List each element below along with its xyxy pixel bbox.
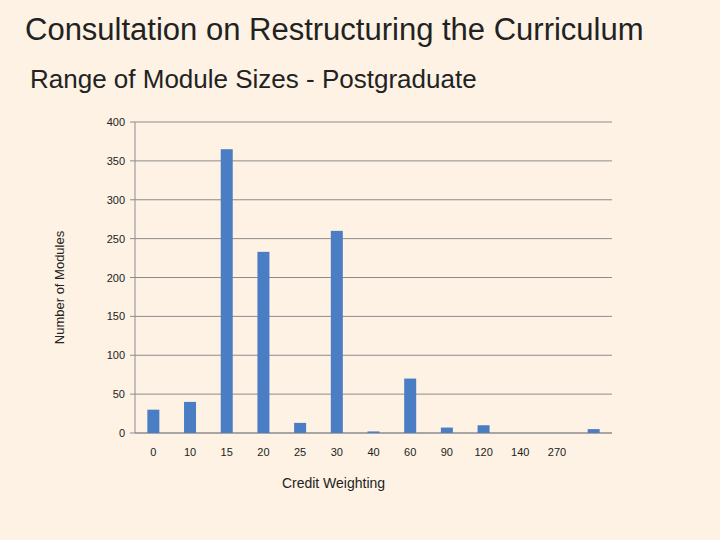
grid-line (135, 122, 612, 123)
y-tick (130, 355, 135, 356)
bar (147, 410, 159, 433)
y-tick-label: 0 (119, 427, 125, 439)
grid-line (135, 160, 612, 161)
bar (331, 231, 343, 433)
page: {"chart_data": {"type": "bar", "title": … (0, 0, 720, 540)
bar (588, 429, 600, 433)
y-tick-label: 150 (107, 310, 125, 322)
bar (184, 402, 196, 433)
bar (294, 423, 306, 433)
bar (257, 252, 269, 433)
grid-line (135, 199, 612, 200)
chart: Consultation on Restructuring the Curric… (0, 0, 720, 540)
y-tick (130, 160, 135, 161)
y-tick (130, 316, 135, 317)
y-tick (130, 238, 135, 239)
x-tick-label: 10 (184, 446, 196, 458)
y-axis-label: Number of Modules (52, 230, 67, 344)
grid-line (135, 238, 612, 239)
x-tick-label: 15 (221, 446, 233, 458)
y-tick (130, 277, 135, 278)
y-tick (130, 433, 135, 434)
y-tick-label: 300 (107, 194, 125, 206)
grid-line (135, 355, 612, 356)
y-tick-label: 350 (107, 155, 125, 167)
y-tick-label: 200 (107, 272, 125, 284)
x-tick-label: 90 (441, 446, 453, 458)
grid-line (135, 277, 612, 278)
bars (147, 149, 599, 433)
y-tick (130, 199, 135, 200)
bar (221, 149, 233, 433)
x-tick-label: 0 (150, 446, 156, 458)
x-tick-label: 140 (511, 446, 529, 458)
bar (368, 431, 380, 433)
x-axis-label: Credit Weighting (282, 475, 385, 491)
x-tick-label: 270 (548, 446, 566, 458)
y-tick-label: 50 (113, 388, 125, 400)
x-tick-label: 25 (294, 446, 306, 458)
subtitle: Range of Module Sizes - Postgraduate (30, 64, 477, 94)
bar (551, 433, 563, 434)
grid-line (135, 394, 612, 395)
y-tick-label: 400 (107, 116, 125, 128)
bar (478, 425, 490, 433)
bar (441, 428, 453, 433)
bar (514, 433, 526, 434)
y-axis (135, 122, 136, 433)
grid-line (135, 316, 612, 317)
y-tick (130, 122, 135, 123)
y-tick (130, 394, 135, 395)
x-tick-label: 60 (404, 446, 416, 458)
y-tick-label: 250 (107, 233, 125, 245)
x-tick-label: 30 (331, 446, 343, 458)
bar (404, 379, 416, 433)
y-tick-label: 100 (107, 349, 125, 361)
x-tick-label: 120 (474, 446, 492, 458)
x-tick-label: 20 (257, 446, 269, 458)
title: Consultation on Restructuring the Curric… (25, 12, 644, 47)
x-tick-label: 40 (367, 446, 379, 458)
